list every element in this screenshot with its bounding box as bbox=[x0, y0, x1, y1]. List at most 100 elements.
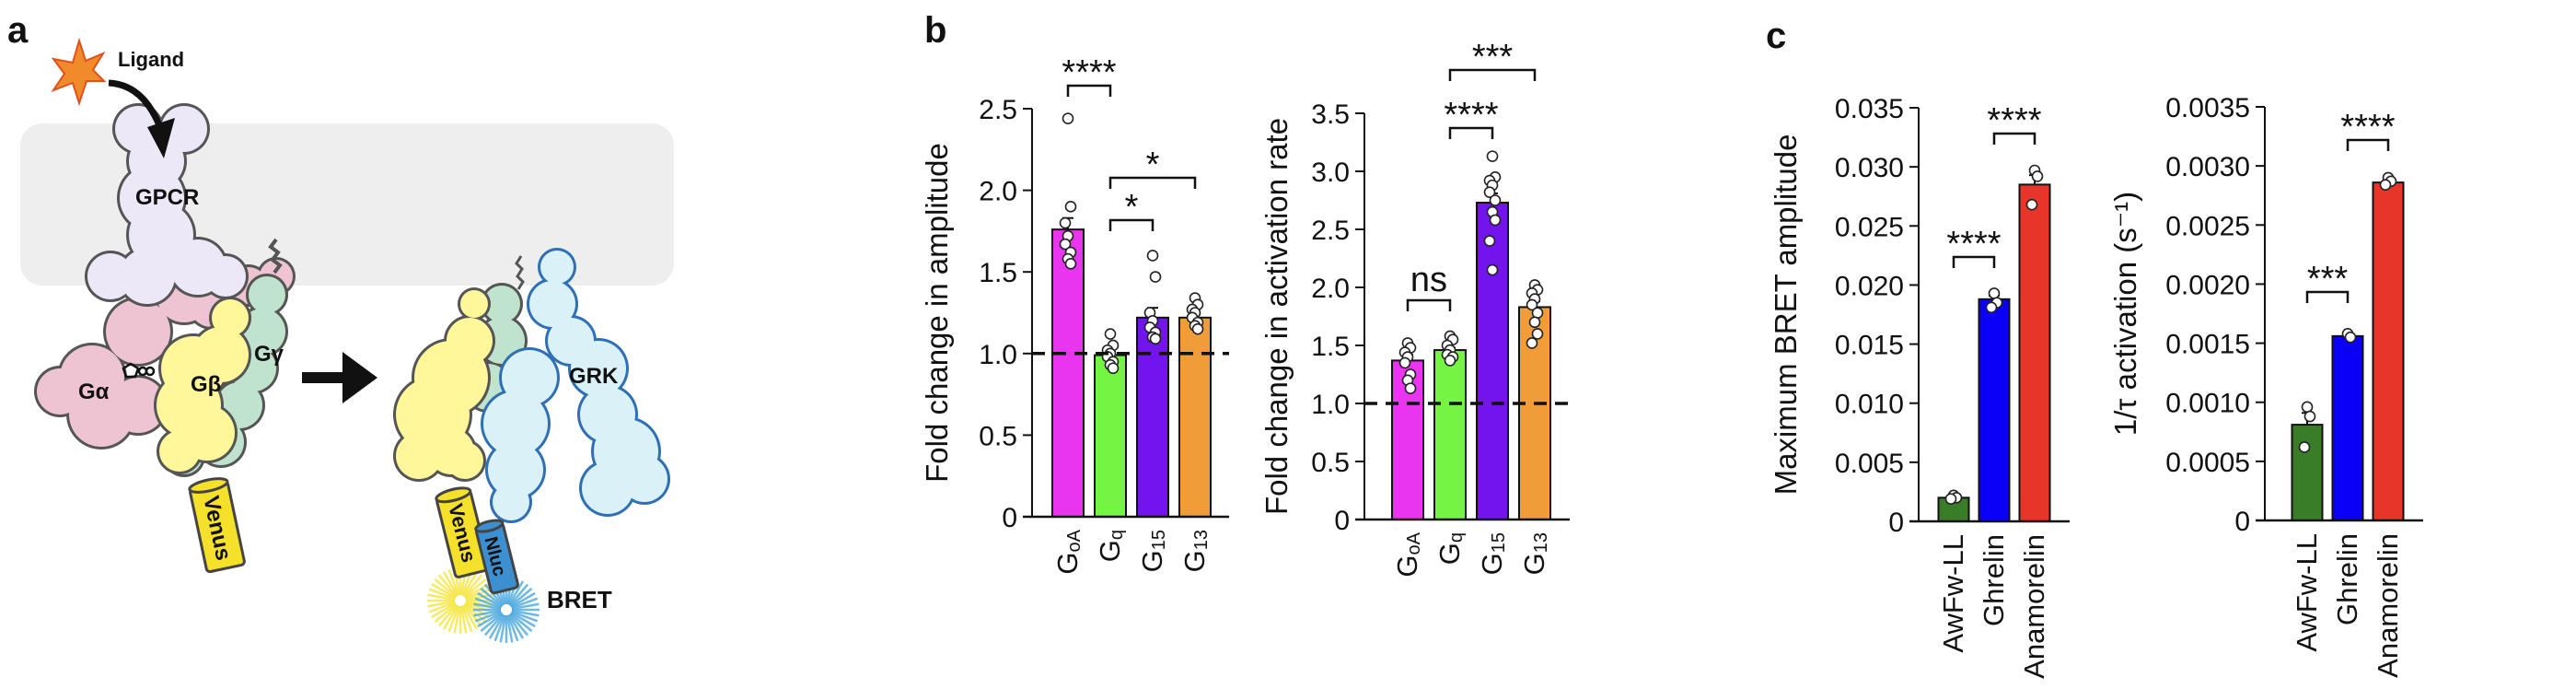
y-tick-label: 0.0015 bbox=[2165, 330, 2250, 360]
data-point bbox=[1149, 271, 1162, 283]
data-point bbox=[2303, 410, 2316, 423]
grk-label: GRK bbox=[569, 364, 619, 389]
y-tick-label: 2.5 bbox=[979, 95, 1017, 125]
data-point bbox=[1398, 356, 1411, 369]
data-point bbox=[1486, 150, 1499, 162]
data-point bbox=[1489, 214, 1502, 227]
gpcr-bret-diagram: Ligand GPCR Gα Gβ Gγ Venus GRK Venus Nl bbox=[20, 37, 674, 643]
venus-cylinder-right: Venus bbox=[435, 486, 491, 578]
x-tick-label: Ghrelin bbox=[2331, 533, 2363, 625]
x-tick-label: G13 bbox=[1518, 532, 1551, 575]
data-point bbox=[1988, 287, 2001, 299]
bar-G15 bbox=[1136, 316, 1169, 519]
y-tick-label: 0.5 bbox=[979, 421, 1017, 451]
data-point bbox=[1444, 355, 1456, 367]
x-tick-label: Ghrelin bbox=[1978, 534, 2010, 626]
significance-label: **** bbox=[1987, 101, 2041, 140]
x-tick-label: GoA bbox=[1391, 531, 1424, 577]
data-point bbox=[1486, 263, 1499, 276]
y-tick-label: 1.5 bbox=[1311, 332, 1350, 362]
y-tick-label: 0.0005 bbox=[2165, 448, 2250, 478]
data-point bbox=[1064, 201, 1077, 213]
y-tick-label: 1.0 bbox=[1311, 390, 1350, 420]
y-tick-label: 0.015 bbox=[1835, 331, 1904, 361]
x-tick-label: Anamorelin bbox=[2372, 533, 2404, 678]
g-gamma-label: Gγ bbox=[254, 342, 284, 367]
significance-label: * bbox=[1125, 188, 1139, 227]
x-tick-label: Anamorelin bbox=[2018, 534, 2050, 679]
significance-label: *** bbox=[2307, 260, 2349, 298]
data-point bbox=[1149, 333, 1162, 345]
gpcr-blob bbox=[85, 103, 249, 307]
significance-label: ns bbox=[1410, 261, 1447, 299]
data-point bbox=[1107, 362, 1120, 375]
y-tick-label: 0.025 bbox=[1835, 212, 1904, 242]
y-axis-label: 1/τ activation (s⁻¹) bbox=[2108, 192, 2142, 436]
panel-label-c: c bbox=[1766, 16, 1786, 56]
bar-chart-2: 0 0.5 1.0 1.5 2.0 2.5 3.0 3.5 Fold change in act… bbox=[1259, 38, 1570, 578]
data-point bbox=[1059, 238, 1072, 251]
y-tick-label: 0.0010 bbox=[2165, 389, 2250, 419]
y-tick-label: 0 bbox=[2234, 507, 2250, 537]
significance-bracket bbox=[1406, 298, 1452, 311]
transition-arrow-icon bbox=[302, 352, 377, 403]
significance-label: *** bbox=[1472, 38, 1514, 76]
data-point bbox=[1483, 186, 1496, 198]
bar-AwFw-LL bbox=[2291, 424, 2324, 521]
y-tick-label: 0.0020 bbox=[2165, 270, 2250, 300]
bar-Anamorelin bbox=[2372, 181, 2405, 522]
data-point bbox=[2344, 331, 2357, 344]
bar-Ghrelin bbox=[2331, 334, 2364, 522]
lipid-anchor-right-icon bbox=[515, 255, 525, 290]
bar-Gq bbox=[1094, 354, 1127, 518]
significance-bracket bbox=[1992, 132, 2036, 145]
g-beta-blob bbox=[154, 297, 251, 474]
y-tick-label: 0 bbox=[1888, 508, 1904, 538]
data-point bbox=[1985, 301, 1998, 314]
bar-GoA bbox=[1051, 228, 1085, 519]
y-tick-label: 0.0030 bbox=[2165, 152, 2250, 182]
g-beta-label: Gβ bbox=[191, 372, 221, 397]
binding-arrowhead-icon bbox=[147, 118, 175, 158]
y-tick-label: 0.030 bbox=[1835, 153, 1904, 183]
data-point bbox=[2379, 179, 2392, 191]
y-tick-label: 3.0 bbox=[1311, 158, 1350, 188]
x-tick-label: AwFw-LL bbox=[1937, 534, 1969, 653]
significance-label: **** bbox=[1062, 53, 1116, 92]
data-point bbox=[2031, 170, 2044, 182]
y-axis-label: Maximum BRET amplitude bbox=[1769, 134, 1803, 496]
g-alpha-label: Gα bbox=[78, 380, 110, 404]
lipid-anchor-icon bbox=[268, 238, 283, 274]
y-tick-label: 0.005 bbox=[1835, 449, 1904, 479]
gdp-icon bbox=[122, 362, 156, 379]
x-tick-label: Gq bbox=[1094, 530, 1127, 562]
x-tick-label: AwFw-LL bbox=[2291, 533, 2323, 652]
bar-chart-3: 0 0.005 0.010 0.015 0.020 0.025 0.030 0.035 Maxi… bbox=[1769, 94, 2070, 679]
significance-label: **** bbox=[1444, 96, 1498, 134]
bret-label: BRET bbox=[547, 586, 612, 613]
y-tick-label: 0 bbox=[1334, 506, 1350, 536]
y-tick-label: 0.010 bbox=[1835, 390, 1904, 420]
x-tick-label: G15 bbox=[1136, 530, 1169, 572]
data-point bbox=[1483, 235, 1496, 247]
x-tick-label: GoA bbox=[1051, 529, 1085, 574]
x-tick-label: G13 bbox=[1178, 530, 1212, 572]
y-tick-label: 1.0 bbox=[979, 340, 1017, 370]
y-axis-label: Fold change in amplitude bbox=[920, 143, 954, 483]
y-tick-label: 0.5 bbox=[1311, 448, 1350, 478]
y-tick-label: 3.5 bbox=[1311, 99, 1350, 130]
panel-label-b: b bbox=[924, 10, 946, 51]
bar-chart-4: 0 0.0005 0.0010 0.0015 0.0020 0.0025 0.0030 0.0… bbox=[2108, 93, 2423, 678]
y-tick-label: 0.0035 bbox=[2165, 93, 2250, 123]
g-beta-right-blob bbox=[393, 287, 495, 482]
bar-Ghrelin bbox=[1978, 298, 2011, 522]
significance-label: * bbox=[1146, 146, 1160, 184]
significance-bracket bbox=[2346, 138, 2390, 151]
y-tick-label: 2.0 bbox=[1311, 274, 1350, 304]
ligand-label: Ligand bbox=[118, 48, 184, 71]
data-point bbox=[2301, 401, 2314, 414]
bar-Anamorelin bbox=[2018, 183, 2051, 522]
data-point bbox=[1064, 258, 1077, 270]
data-point bbox=[1104, 328, 1117, 340]
